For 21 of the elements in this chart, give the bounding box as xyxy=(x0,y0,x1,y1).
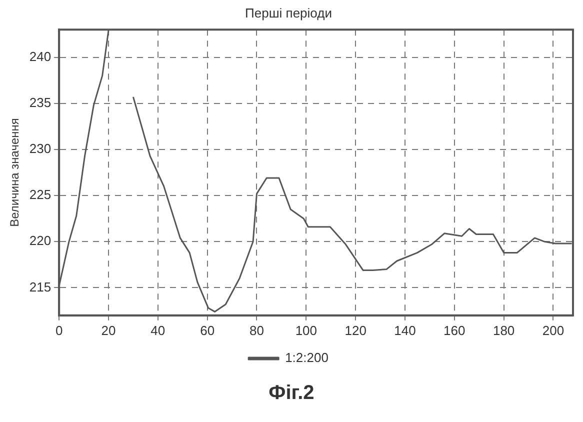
legend-label: 1:2:200 xyxy=(285,350,328,366)
x-tick-label: 160 xyxy=(444,322,466,338)
x-tick-label: 200 xyxy=(542,322,564,338)
x-tick-label: 120 xyxy=(344,322,366,338)
x-tick-label: 140 xyxy=(394,322,416,338)
y-tick-label: 220 xyxy=(29,233,52,248)
x-tick-label: 100 xyxy=(295,322,318,338)
x-tick-label: 40 xyxy=(150,322,166,338)
y-tick-label: 230 xyxy=(29,141,52,156)
chart-title: Перші періоди xyxy=(245,5,332,20)
y-tick-label: 240 xyxy=(29,48,52,64)
x-tick-label: 60 xyxy=(200,322,215,338)
y-tick-label: 225 xyxy=(29,187,52,202)
x-tick-label: 0 xyxy=(55,322,63,338)
y-axis-title: Величина значення xyxy=(8,118,22,227)
x-tick-label: 180 xyxy=(492,322,515,338)
text: Фіг.2 xyxy=(268,382,316,405)
y-tick-label: 235 xyxy=(29,94,52,110)
y-tick-label: 215 xyxy=(29,279,52,294)
x-tick-label: 20 xyxy=(101,322,116,338)
x-tick-label: 80 xyxy=(250,322,264,338)
